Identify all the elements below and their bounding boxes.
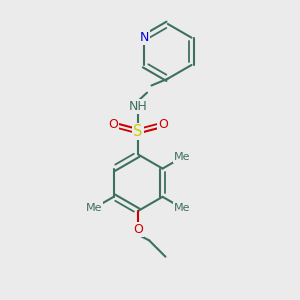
Text: NH: NH (129, 100, 148, 113)
Text: S: S (134, 124, 143, 139)
Text: Me: Me (174, 203, 190, 213)
Text: Me: Me (174, 152, 190, 162)
Text: Me: Me (86, 203, 103, 213)
Text: O: O (133, 223, 143, 236)
Text: N: N (140, 31, 149, 44)
Text: O: O (108, 118, 118, 131)
Text: O: O (158, 118, 168, 131)
